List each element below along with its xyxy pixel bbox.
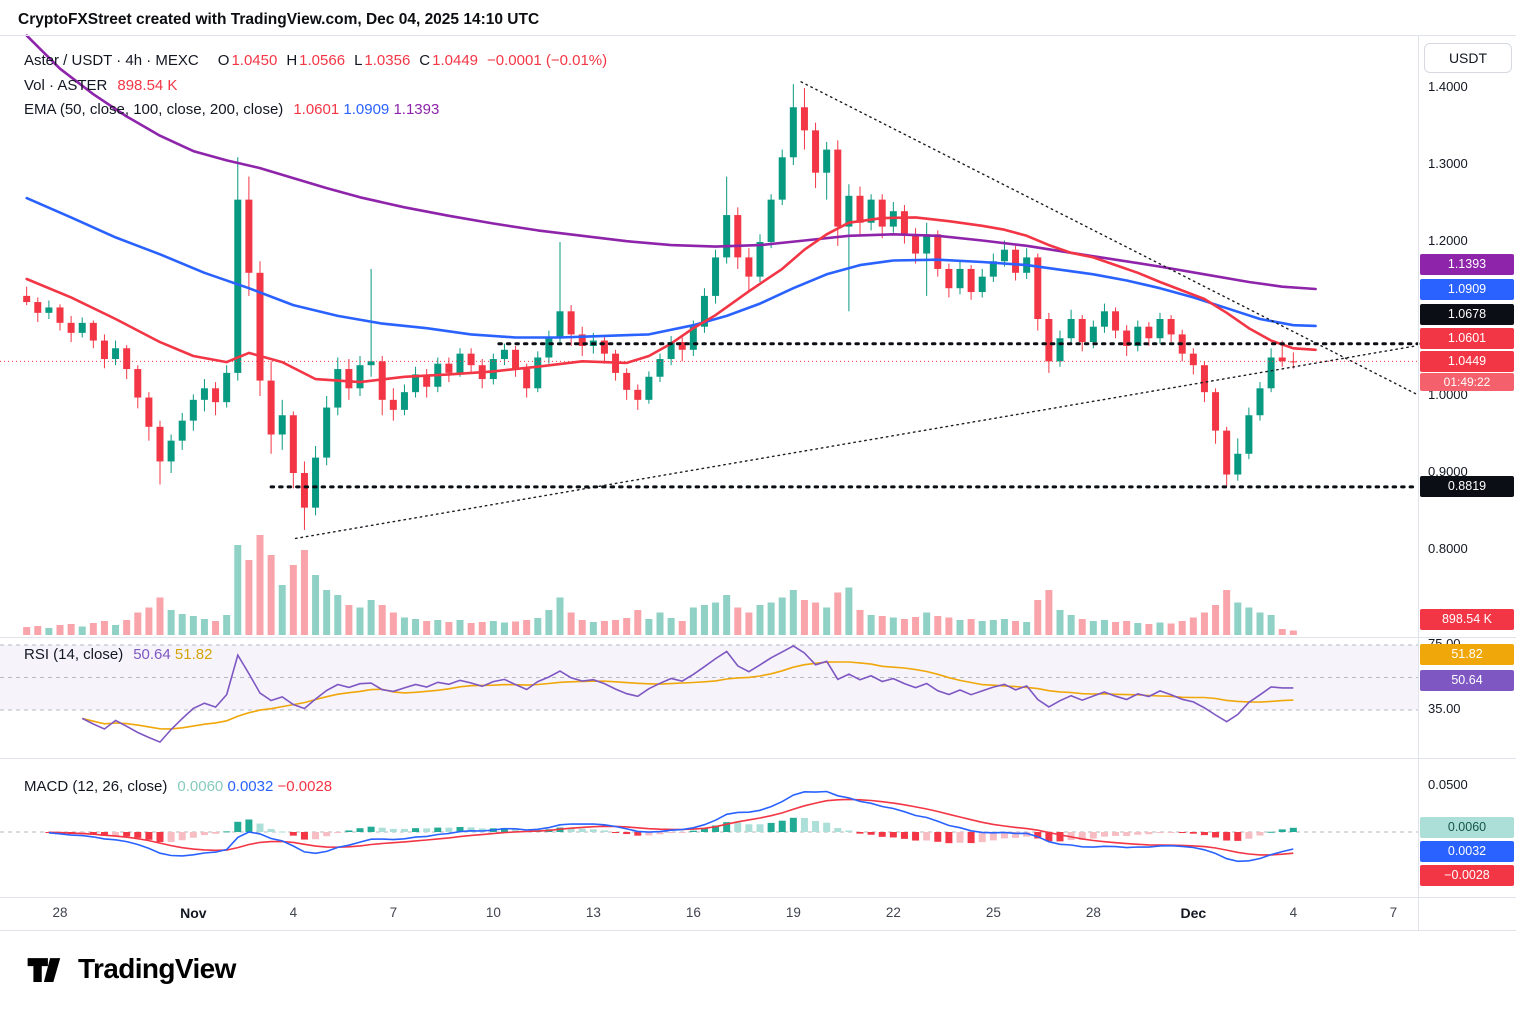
macd-line: [48, 790, 1294, 863]
rsi-ma-line: [82, 661, 1294, 730]
candles-layer: [23, 84, 1297, 530]
rsi-band: [0, 645, 1418, 710]
ema50-line: [25, 216, 1317, 384]
volume-layer: [23, 535, 1297, 635]
ascending-trendline: [294, 345, 1417, 540]
ema200-line: [25, 34, 1317, 291]
macd-histogram-layer: [45, 817, 1297, 844]
rsi-line: [81, 644, 1294, 744]
descending-trendline: [800, 81, 1417, 395]
ema100-line: [25, 196, 1317, 339]
